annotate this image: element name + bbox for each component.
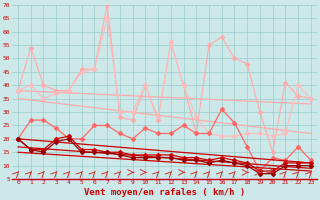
X-axis label: Vent moyen/en rafales ( km/h ): Vent moyen/en rafales ( km/h )	[84, 188, 245, 197]
